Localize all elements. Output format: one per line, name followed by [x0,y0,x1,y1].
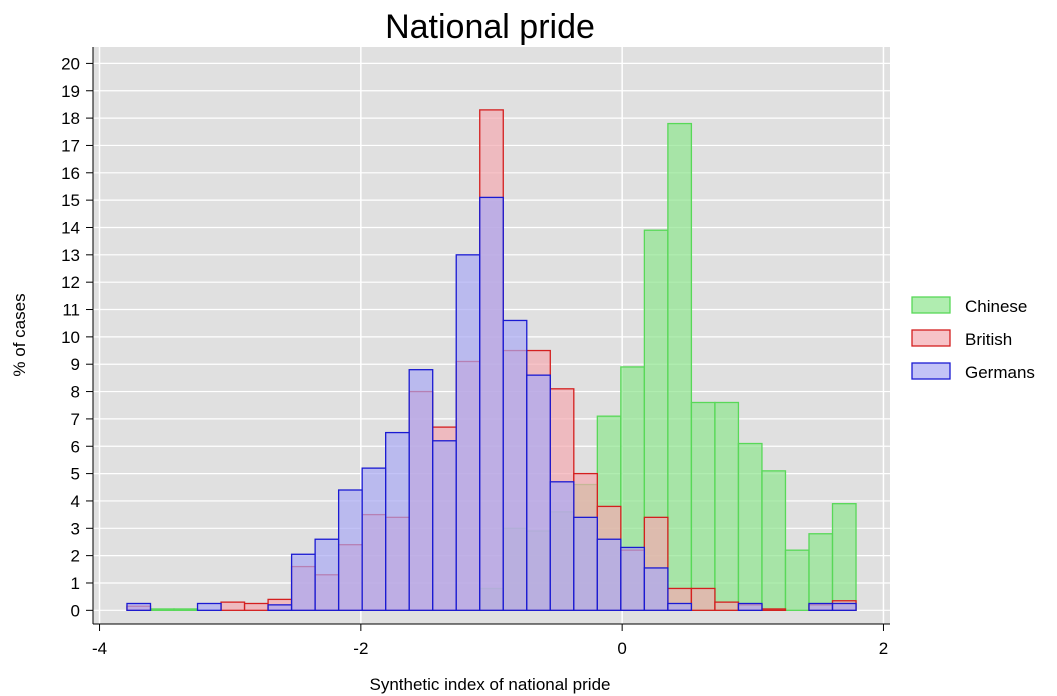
bar-germans-12 [502,319,528,611]
bar-germans-19 [667,602,693,611]
bar-germans-21 [808,602,834,611]
y-tick-label: 3 [71,519,80,538]
bar-germans-4 [314,538,340,611]
bar-germans-0 [126,602,152,611]
y-tick-label: 15 [61,191,80,210]
bar-chinese-11 [690,401,716,611]
y-tick-label: 14 [61,218,80,237]
bar-germans-7 [385,431,410,611]
bars-layer [126,109,857,611]
y-tick-label: 12 [61,273,80,292]
legend-swatch-british [911,329,951,347]
x-tick-label: -4 [92,639,107,658]
bar-germans-18 [643,567,669,611]
bar-chinese-17 [831,503,857,611]
x-axis-title: Synthetic index of national pride [370,675,611,694]
bar-chinese-16 [808,533,834,611]
bar-british-2 [243,602,269,611]
bar-germans-6 [361,467,387,611]
y-tick-label: 7 [71,410,80,429]
bar-germans-17 [620,546,646,611]
bar-chinese-15 [784,549,810,611]
legend: Chinese British Germans [911,296,1035,382]
bar-chinese-1 [173,608,199,611]
bar-chinese-13 [737,442,763,611]
y-tick-label: 4 [71,492,80,511]
bar-chinese-0 [149,608,175,611]
y-tick-label: 2 [71,547,80,566]
bar-germans-8 [408,369,434,611]
bar-germans-3 [290,553,316,611]
bar-germans-16 [596,538,622,611]
y-tick-label: 9 [71,355,80,374]
x-tick-label: -2 [353,639,368,658]
bar-british-21 [690,587,716,611]
bar-germans-5 [337,489,363,611]
y-tick-label: 17 [61,136,80,155]
chart-title: National pride [385,8,595,46]
bar-germans-14 [549,481,575,611]
bar-germans-15 [573,516,598,611]
legend-label-germans: Germans [965,363,1035,382]
bar-chinese-14 [761,470,787,611]
bar-chinese-12 [714,401,740,611]
y-tick-label: 20 [61,54,80,73]
y-axis-title: % of cases [10,293,29,376]
bar-british-24 [761,608,787,611]
bar-british-1 [220,601,246,611]
bar-germans-13 [526,374,551,611]
y-tick-label: 13 [61,246,80,265]
x-tick-label: 2 [879,639,888,658]
y-tick-label: 0 [71,601,80,620]
y-tick-label: 11 [62,301,80,320]
y-tick-label: 19 [61,82,80,101]
legend-label-chinese: Chinese [965,297,1027,316]
legend-swatch-chinese [911,296,951,314]
y-tick-label: 5 [71,465,80,484]
x-axis: -4 -2 0 2 [92,623,890,658]
legend-label-british: British [965,330,1012,349]
y-tick-label: 8 [71,383,80,402]
bar-chinese-10 [667,122,693,611]
bar-germans-2 [267,604,293,611]
y-tick-label: 1 [71,574,80,593]
y-tick-label: 18 [61,109,80,128]
x-tick-label: 0 [617,639,626,658]
bar-germans-20 [737,602,763,611]
bar-germans-11 [479,196,504,611]
y-tick-label: 16 [61,164,80,183]
y-tick-label: 6 [71,437,80,456]
legend-swatch-germans [911,362,951,380]
y-tick-label: 10 [61,328,80,347]
bar-germans-10 [455,254,481,611]
bar-british-22 [714,601,740,611]
bar-germans-1 [196,602,222,611]
bar-germans-9 [432,440,457,611]
bar-germans-22 [831,602,857,611]
